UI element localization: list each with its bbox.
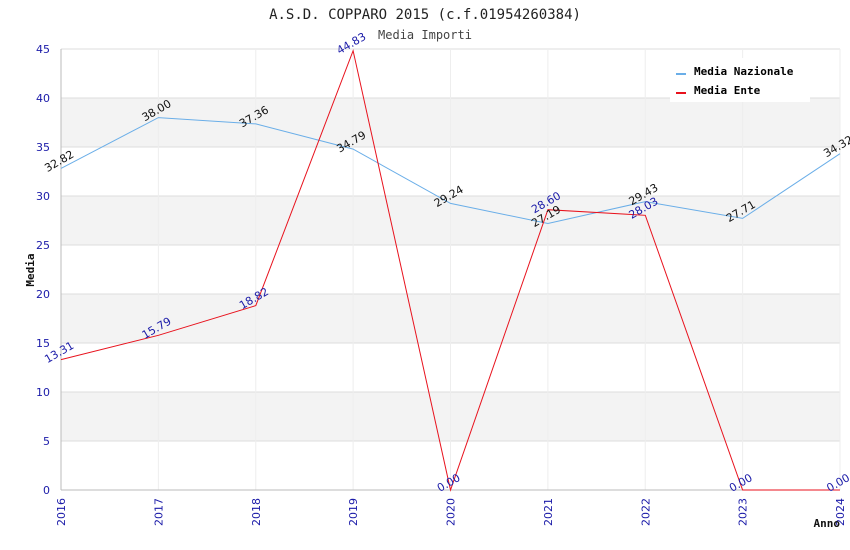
y-tick-label: 0 bbox=[43, 484, 50, 497]
series-lines bbox=[60, 48, 841, 492]
x-tick-labels: 2016 2017 2018 2019 2020 2021 2022 2023 2024 bbox=[55, 498, 847, 526]
legend-box bbox=[670, 58, 810, 102]
series-line-media-ente bbox=[60, 48, 840, 492]
x-tick-label: 2017 bbox=[152, 498, 165, 526]
x-axis-label: Anno bbox=[814, 517, 841, 530]
y-tick-labels: 0 5 10 15 20 25 30 35 40 45 bbox=[36, 43, 50, 497]
x-tick-label: 2018 bbox=[250, 498, 263, 526]
series-line-media-nazionale bbox=[60, 117, 841, 225]
legend-label-media-ente: Media Ente bbox=[694, 84, 761, 97]
x-tick-label: 2016 bbox=[55, 498, 68, 526]
y-tick-label: 20 bbox=[36, 288, 50, 301]
y-tick-label: 45 bbox=[36, 43, 50, 56]
y-tick-label: 10 bbox=[36, 386, 50, 399]
x-tick-label: 2022 bbox=[639, 498, 652, 526]
y-tick-label: 5 bbox=[43, 435, 50, 448]
y-tick-label: 35 bbox=[36, 141, 50, 154]
legend: Media Nazionale Media Ente bbox=[670, 58, 810, 102]
y-axis-label: Media bbox=[24, 253, 37, 286]
y-tick-label: 15 bbox=[36, 337, 50, 350]
chart-title: A.S.D. COPPARO 2015 (c.f.01954260384) bbox=[269, 7, 581, 23]
legend-label-media-nazionale: Media Nazionale bbox=[694, 65, 794, 78]
x-tick-label: 2023 bbox=[737, 498, 750, 526]
chart-subtitle: Media Importi bbox=[378, 28, 472, 42]
x-tick-label: 2021 bbox=[542, 498, 555, 526]
x-tick-label: 2024 bbox=[834, 498, 847, 526]
y-tick-label: 40 bbox=[36, 92, 50, 105]
y-tick-label: 25 bbox=[36, 239, 50, 252]
y-tick-label: 30 bbox=[36, 190, 50, 203]
x-tick-label: 2019 bbox=[347, 498, 360, 526]
x-tick-label: 2020 bbox=[445, 498, 458, 526]
